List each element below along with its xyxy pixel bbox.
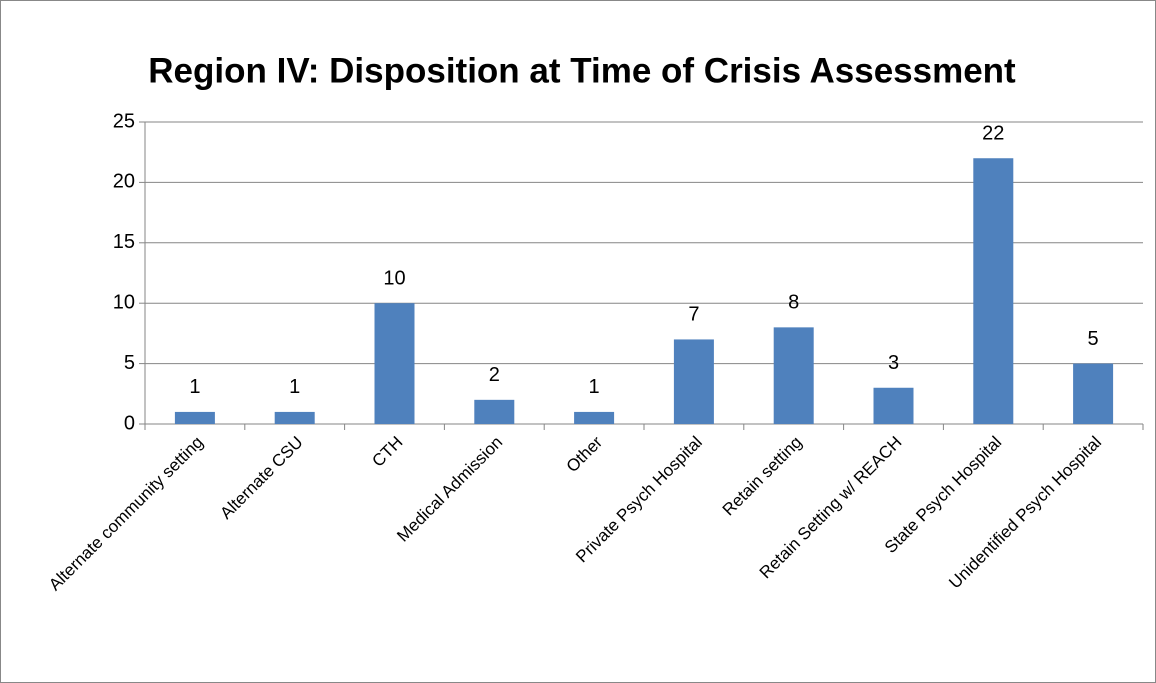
data-label: 22	[982, 123, 1004, 145]
y-tick-label: 15	[113, 231, 135, 253]
data-label: 10	[383, 267, 405, 289]
bar	[374, 303, 415, 424]
y-tick-label: 20	[113, 171, 135, 193]
y-tick-label: 0	[124, 412, 135, 434]
bar	[1073, 363, 1114, 424]
y-tick-label: 10	[113, 291, 135, 313]
bar	[274, 411, 315, 424]
data-label: 3	[888, 352, 899, 374]
data-label: 8	[788, 292, 799, 314]
y-tick-label: 5	[124, 352, 135, 374]
bar	[673, 339, 714, 424]
data-label: 7	[688, 304, 699, 326]
bar	[773, 327, 814, 424]
data-label: 1	[189, 376, 200, 398]
bar	[574, 411, 615, 424]
data-label: 1	[589, 376, 600, 398]
y-tick-label: 25	[113, 110, 135, 132]
bar	[174, 411, 215, 424]
data-label: 2	[489, 364, 500, 386]
chart-title: Region IV: Disposition at Time of Crisis…	[148, 51, 1016, 90]
data-label: 5	[1088, 328, 1099, 350]
bar	[474, 399, 515, 424]
data-label: 1	[289, 376, 300, 398]
bar	[873, 387, 914, 424]
bar	[973, 158, 1014, 425]
